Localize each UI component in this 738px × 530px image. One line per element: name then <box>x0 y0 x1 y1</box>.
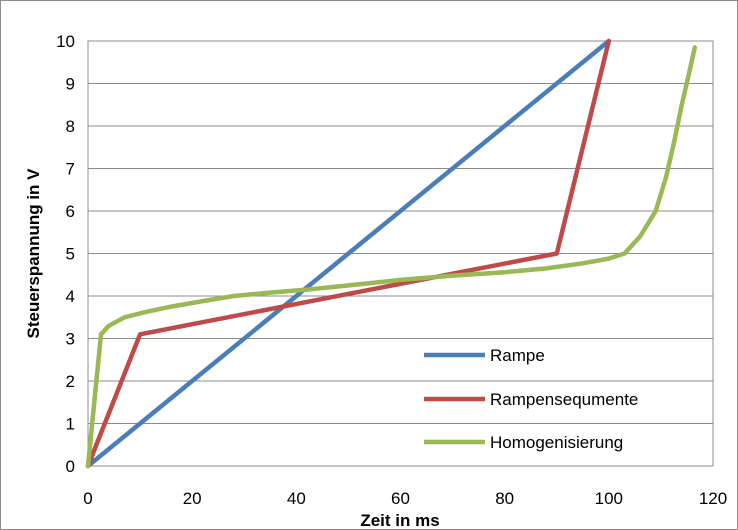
y-tick-label: 10 <box>56 32 75 51</box>
y-tick-label: 4 <box>66 287 75 306</box>
y-tick-label: 8 <box>66 117 75 136</box>
y-axis-ticks: 0 1 2 3 4 5 6 7 8 9 10 <box>56 32 75 476</box>
legend-label: Homogenisierung <box>490 433 623 452</box>
x-axis-ticks: 0 20 40 60 80 100 120 <box>83 489 727 508</box>
y-tick-label: 2 <box>66 372 75 391</box>
x-tick-label: 0 <box>83 489 92 508</box>
plot-area-border <box>87 40 714 467</box>
x-axis-title: Zeit in ms <box>360 511 439 529</box>
y-tick-label: 9 <box>66 75 75 94</box>
series-lines <box>85 38 698 469</box>
x-tick-label: 120 <box>699 489 727 508</box>
x-tick-label: 20 <box>183 489 202 508</box>
x-tick-label: 40 <box>287 489 306 508</box>
x-tick-label: 100 <box>595 489 623 508</box>
y-tick-label: 1 <box>66 415 75 434</box>
x-tick-label: 60 <box>391 489 410 508</box>
y-tick-label: 0 <box>66 457 75 476</box>
x-tick-label: 80 <box>495 489 514 508</box>
y-tick-label: 5 <box>66 245 75 264</box>
series-line <box>85 38 612 469</box>
y-tick-label: 7 <box>66 160 75 179</box>
y-axis-title: Steuerspannung in V <box>24 168 43 339</box>
y-tick-label: 3 <box>66 330 75 349</box>
legend: Rampe Rampensequmente Homogenisierung <box>424 346 638 452</box>
y-tick-label: 6 <box>66 202 75 221</box>
series-line <box>85 45 698 469</box>
legend-label: Rampe <box>490 346 545 365</box>
legend-label: Rampensequmente <box>490 390 638 409</box>
series-line <box>85 38 612 469</box>
